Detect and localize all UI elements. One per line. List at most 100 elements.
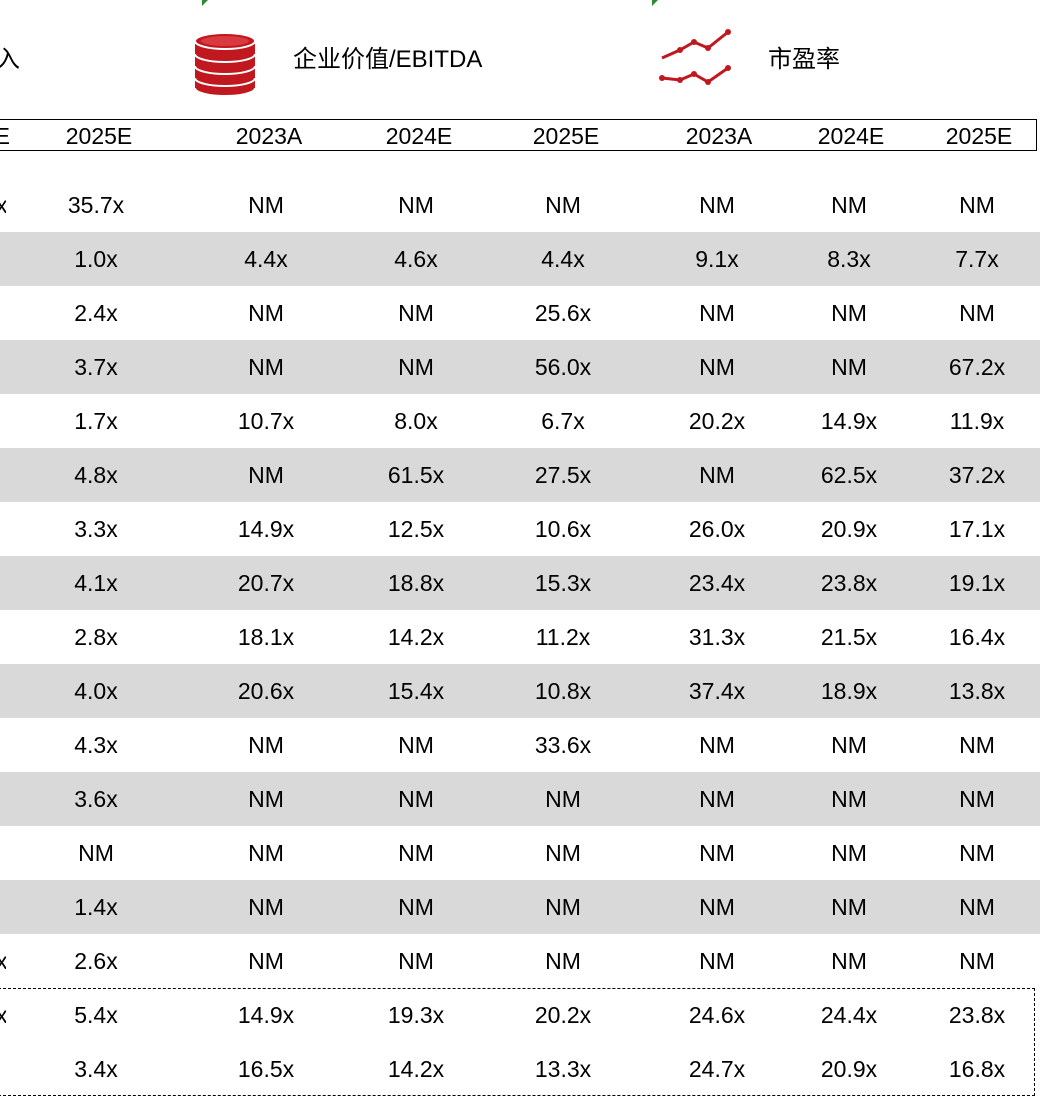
year-pe-2024: 2024E [817,123,885,149]
cell-ev-2023: 14.9x [237,516,295,542]
cell-pe-2025: 67.2x [948,354,1006,380]
year-ev-2024: 2024E [385,123,453,149]
cell-ev-2025: 13.3x [534,1056,592,1082]
cell-ev-2025: NM [545,192,581,218]
cell-ev-2023: 4.4x [244,246,288,272]
line-chart-icon [658,28,736,91]
cell-ev-2024: NM [398,840,434,866]
cell-rev-2025: 3.6x [74,786,118,812]
cell-ev-2023: NM [248,732,284,758]
corner-marker [652,0,658,6]
cell-ev-2025: NM [545,840,581,866]
cell-ev-2023: NM [248,840,284,866]
cell-pe-2023: NM [699,786,735,812]
cell-pe-2025: 37.2x [948,462,1006,488]
row-edge-fragment: x [0,192,6,218]
table-row: 4.3x NM NM 33.6x NM NM NM [0,718,1040,772]
cell-pe-2024: NM [831,300,867,326]
year-rev-2025: 2025E [65,123,133,149]
cell-pe-2023: 26.0x [688,516,746,542]
cell-ev-2023: NM [248,300,284,326]
cell-rev-2025: 3.3x [74,516,118,542]
cell-rev-2025: 4.1x [74,570,118,596]
cell-pe-2024: NM [831,894,867,920]
cell-pe-2023: NM [699,894,735,920]
cell-ev-2025: 33.6x [534,732,592,758]
cell-ev-2023: 14.9x [237,1002,295,1028]
cell-rev-2025: 1.0x [74,246,118,272]
cell-pe-2023: NM [699,354,735,380]
cell-pe-2023: 23.4x [688,570,746,596]
cell-pe-2024: 62.5x [820,462,878,488]
cell-pe-2024: NM [831,192,867,218]
cell-ev-2024: NM [398,192,434,218]
row-edge-fragment: x [0,948,6,974]
cell-ev-2024: NM [398,300,434,326]
cell-pe-2025: NM [959,300,995,326]
cell-pe-2025: NM [959,732,995,758]
cell-pe-2023: NM [699,192,735,218]
cell-pe-2023: NM [699,840,735,866]
cell-ev-2023: NM [248,354,284,380]
table-row: 3.7x NM NM 56.0x NM NM 67.2x [0,340,1040,394]
cell-pe-2023: NM [699,948,735,974]
cell-pe-2024: 20.9x [820,516,878,542]
table-row: 3.3x 14.9x 12.5x 10.6x 26.0x 20.9x 17.1x [0,502,1040,556]
cell-pe-2024: NM [831,732,867,758]
cell-pe-2025: NM [959,786,995,812]
cell-rev-2025: 1.4x [74,894,118,920]
cell-rev-2025: 3.7x [74,354,118,380]
cell-pe-2024: NM [831,840,867,866]
cell-pe-2024: 23.8x [820,570,878,596]
year-rev-partial: E [0,123,10,149]
cell-pe-2023: 20.2x [688,408,746,434]
table-row: 2.8x 18.1x 14.2x 11.2x 31.3x 21.5x 16.4x [0,610,1040,664]
cell-rev-2025: 4.0x [74,678,118,704]
cell-pe-2025: 16.8x [948,1056,1006,1082]
cell-ev-2025: 27.5x [534,462,592,488]
cell-pe-2025: NM [959,894,995,920]
cell-pe-2024: NM [831,354,867,380]
cell-pe-2025: NM [959,840,995,866]
revenue-header-label: 入 [0,46,20,73]
cell-ev-2023: NM [248,192,284,218]
cell-pe-2024: NM [831,786,867,812]
cell-ev-2025: 11.2x [535,624,591,650]
cell-ev-2024: NM [398,732,434,758]
cell-pe-2025: 16.4x [948,624,1006,650]
table-row: 4.8x NM 61.5x 27.5x NM 62.5x 37.2x [0,448,1040,502]
cell-ev-2024: NM [398,948,434,974]
cell-ev-2024: 8.0x [394,408,438,434]
table-row: x 5.4x 14.9x 19.3x 20.2x 24.6x 24.4x 23.8x [0,988,1040,1042]
cell-rev-2025: 2.8x [74,624,118,650]
table-row: 1.0x 4.4x 4.6x 4.4x 9.1x 8.3x 7.7x [0,232,1040,286]
cell-ev-2025: 4.4x [541,246,585,272]
table-row: x 2.6x NM NM NM NM NM NM [0,934,1040,988]
ev-ebitda-header-label: 企业价值/EBITDA [293,46,483,73]
cell-pe-2024: 14.9x [820,408,878,434]
table-row: NM NM NM NM NM NM NM [0,826,1040,880]
cell-ev-2025: 15.3x [534,570,592,596]
cell-ev-2023: NM [248,894,284,920]
cell-ev-2023: NM [248,462,284,488]
summary-box [0,988,1035,1096]
cell-ev-2023: 10.7x [237,408,295,434]
cell-ev-2024: 4.6x [394,246,438,272]
cell-pe-2023: 9.1x [695,246,739,272]
cell-pe-2025: NM [959,192,995,218]
cell-ev-2024: 14.2x [387,624,445,650]
cell-pe-2025: 17.1x [948,516,1006,542]
cell-ev-2025: 25.6x [534,300,592,326]
corner-marker [202,0,208,6]
cell-pe-2023: 31.3x [688,624,746,650]
table-row: 3.4x 16.5x 14.2x 13.3x 24.7x 20.9x 16.8x [0,1042,1040,1096]
cell-pe-2023: NM [699,732,735,758]
table-row: 4.1x 20.7x 18.8x 15.3x 23.4x 23.8x 19.1x [0,556,1040,610]
cell-ev-2024: 18.8x [387,570,445,596]
cell-pe-2023: 37.4x [688,678,746,704]
cell-rev-2025: 2.6x [74,948,118,974]
year-header-row: E 2025E 2023A 2024E 2025E 2023A 2024E 20… [0,119,1037,151]
cell-ev-2025: 10.6x [534,516,592,542]
cell-ev-2023: NM [248,948,284,974]
cell-rev-2025: 4.3x [74,732,118,758]
